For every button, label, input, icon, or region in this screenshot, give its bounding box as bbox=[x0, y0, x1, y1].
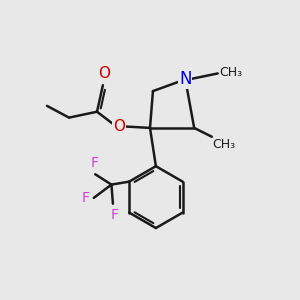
Text: CH₃: CH₃ bbox=[219, 66, 242, 80]
Text: F: F bbox=[110, 208, 118, 222]
Text: CH₃: CH₃ bbox=[213, 138, 236, 151]
Text: N: N bbox=[179, 70, 192, 88]
Text: O: O bbox=[98, 65, 110, 80]
Text: F: F bbox=[81, 191, 89, 205]
Text: O: O bbox=[113, 119, 125, 134]
Text: F: F bbox=[90, 157, 98, 170]
